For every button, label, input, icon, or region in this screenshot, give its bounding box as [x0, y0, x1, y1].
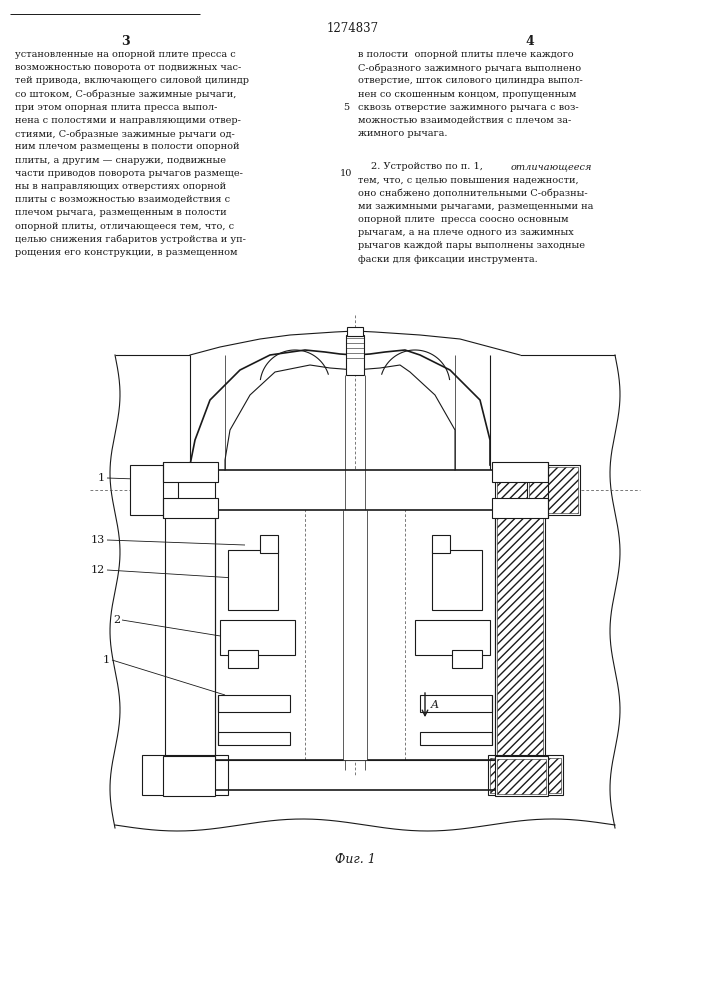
Bar: [163, 462, 218, 482]
Text: фаски для фиксации инструмента.: фаски для фиксации инструмента.: [358, 255, 538, 264]
Text: 3: 3: [121, 35, 129, 48]
Text: тем, что, с целью повышения надежности,: тем, что, с целью повышения надежности,: [358, 175, 578, 184]
Bar: [218, 732, 290, 745]
Text: опорной плиты, отличающееся тем, что, с: опорной плиты, отличающееся тем, что, с: [15, 222, 234, 231]
Text: целью снижения габаритов устройства и уп-: целью снижения габаритов устройства и уп…: [15, 235, 246, 244]
Bar: [529, 467, 578, 513]
Text: 12: 12: [90, 565, 105, 575]
Bar: [165, 470, 215, 790]
Text: плечом рычага, размещенным в полости: плечом рычага, размещенным в полости: [15, 208, 227, 217]
Text: можностью взаимодействия с плечом за-: можностью взаимодействия с плечом за-: [358, 116, 571, 125]
Text: в полости  опорной плиты плече каждого: в полости опорной плиты плече каждого: [358, 50, 573, 59]
Text: 4: 4: [525, 35, 534, 48]
Text: ми зажимными рычагами, размещенными на: ми зажимными рычагами, размещенными на: [358, 202, 593, 211]
Text: 1: 1: [98, 473, 105, 483]
Bar: [497, 759, 546, 794]
Bar: [492, 462, 548, 482]
Text: 5: 5: [343, 103, 349, 112]
Bar: [415, 620, 490, 655]
Bar: [130, 465, 178, 515]
Text: при этом опорная плита пресса выпол-: при этом опорная плита пресса выпол-: [15, 103, 217, 112]
Bar: [420, 732, 492, 745]
Bar: [432, 550, 482, 610]
Text: оно снабжено дополнительными С-образны-: оно снабжено дополнительными С-образны-: [358, 189, 588, 198]
Text: сквозь отверстие зажимного рычага с воз-: сквозь отверстие зажимного рычага с воз-: [358, 103, 578, 112]
Bar: [495, 756, 548, 796]
Bar: [420, 695, 492, 712]
Bar: [347, 327, 363, 336]
Text: Фиг. 1: Фиг. 1: [334, 853, 375, 866]
Text: возможностью поворота от подвижных час-: возможностью поворота от подвижных час-: [15, 63, 241, 72]
Bar: [490, 758, 561, 793]
Text: ним плечом размещены в полости опорной: ним плечом размещены в полости опорной: [15, 142, 240, 151]
Bar: [142, 755, 228, 795]
Text: рычагам, а на плече одного из зажимных: рычагам, а на плече одного из зажимных: [358, 228, 574, 237]
Text: 1: 1: [103, 655, 110, 665]
Bar: [452, 650, 482, 668]
Text: рычагов каждой пары выполнены заходные: рычагов каждой пары выполнены заходные: [358, 241, 585, 250]
Bar: [260, 535, 278, 553]
Text: стиями, С-образные зажимные рычаги од-: стиями, С-образные зажимные рычаги од-: [15, 129, 235, 139]
Text: нена с полостями и направляющими отвер-: нена с полостями и направляющими отвер-: [15, 116, 241, 125]
Text: 13: 13: [90, 535, 105, 545]
Text: установленные на опорной плите пресса с: установленные на опорной плите пресса с: [15, 50, 235, 59]
Bar: [163, 756, 215, 796]
Text: 2. Устройство по п. 1,: 2. Устройство по п. 1,: [371, 162, 486, 171]
Bar: [488, 755, 563, 795]
Text: плиты с возможностью взаимодействия с: плиты с возможностью взаимодействия с: [15, 195, 230, 204]
Text: тей привода, включающего силовой цилиндр: тей привода, включающего силовой цилиндр: [15, 76, 249, 85]
Text: 10: 10: [340, 169, 352, 178]
Bar: [497, 475, 543, 765]
Text: отверстие, шток силового цилиндра выпол-: отверстие, шток силового цилиндра выпол-: [358, 76, 583, 85]
Bar: [527, 465, 580, 515]
Text: жимного рычага.: жимного рычага.: [358, 129, 448, 138]
Bar: [220, 620, 295, 655]
Text: 1274837: 1274837: [327, 22, 379, 35]
Bar: [163, 498, 218, 518]
Bar: [495, 470, 545, 790]
Text: 2: 2: [113, 615, 120, 625]
Bar: [228, 650, 258, 668]
Bar: [432, 535, 450, 553]
Bar: [165, 470, 545, 510]
Text: нен со скошенным концом, пропущенным: нен со скошенным концом, пропущенным: [358, 90, 576, 99]
Text: A: A: [431, 700, 439, 710]
Bar: [343, 510, 367, 760]
Bar: [346, 335, 364, 375]
Text: ны в направляющих отверстиях опорной: ны в направляющих отверстиях опорной: [15, 182, 226, 191]
Text: С-образного зажимного рычага выполнено: С-образного зажимного рычага выполнено: [358, 63, 581, 73]
Text: опорной плите  пресса соосно основным: опорной плите пресса соосно основным: [358, 215, 568, 224]
Bar: [228, 550, 278, 610]
Bar: [492, 498, 548, 518]
Text: части приводов поворота рычагов размеще-: части приводов поворота рычагов размеще-: [15, 169, 243, 178]
Text: отличающееся: отличающееся: [511, 162, 592, 171]
Text: рощения его конструкции, в размещенном: рощения его конструкции, в размещенном: [15, 248, 238, 257]
Text: плиты, а другим — снаружи, подвижные: плиты, а другим — снаружи, подвижные: [15, 156, 226, 165]
Bar: [218, 695, 290, 712]
Text: со штоком, С-образные зажимные рычаги,: со штоком, С-образные зажимные рычаги,: [15, 90, 236, 99]
